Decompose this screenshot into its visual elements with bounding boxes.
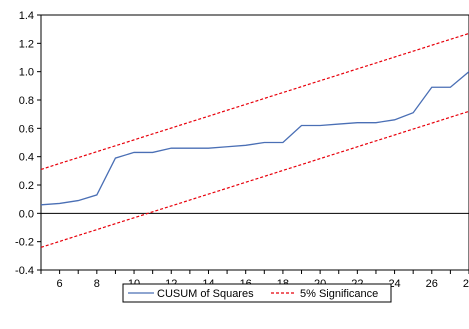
legend-label-significance: 5% Significance — [300, 288, 378, 300]
y-tick-label: -0.2 — [15, 237, 34, 249]
legend-label-cusum: CUSUM of Squares — [157, 288, 254, 300]
series-line-upper-significance — [40, 32, 469, 170]
x-tick-label: 26 — [426, 278, 438, 290]
series-layer — [40, 32, 469, 248]
y-tick-label: 0.4 — [19, 152, 34, 164]
legend: CUSUM of Squares 5% Significance — [122, 283, 392, 303]
y-tick-label: 1.0 — [19, 67, 34, 79]
plot-border — [40, 14, 469, 271]
y-axis-ticks: -0.4 -0.2 0.0 0.2 0.4 0.6 0.8 1.0 1.2 1.4 — [15, 10, 41, 277]
legend-box — [122, 283, 392, 303]
y-tick-label: -0.4 — [15, 265, 34, 277]
series-line-cusum — [40, 71, 469, 206]
x-tick-label: 8 — [94, 278, 100, 290]
x-tick-label: 6 — [57, 278, 63, 290]
y-tick-label: 0.6 — [19, 123, 34, 135]
y-tick-label: 1.2 — [19, 38, 34, 50]
y-tick-label: 0.8 — [19, 95, 34, 107]
x-tick-label: 24 — [388, 278, 400, 290]
y-tick-label: 0.0 — [19, 208, 34, 220]
y-tick-label: 1.4 — [19, 10, 34, 22]
x-tick-label: 28 — [463, 278, 469, 290]
plot-area: -0.4-0.20.00.20.40.60.81.01.21.4 6810121… — [15, 10, 469, 290]
y-tick-label: 0.2 — [19, 180, 34, 192]
